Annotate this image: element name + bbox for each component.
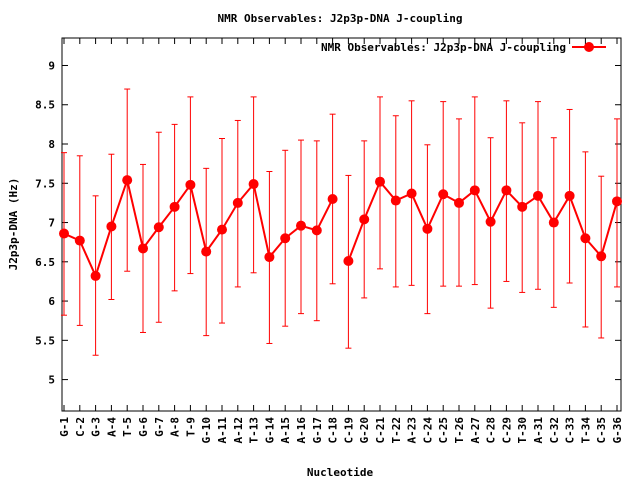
x-tick-label: A-11 bbox=[216, 417, 229, 444]
data-point bbox=[201, 246, 212, 257]
x-tick-label: A-4 bbox=[105, 417, 118, 437]
x-tick-label: C-18 bbox=[327, 417, 340, 444]
legend: NMR Observables: J2p3p-DNA J-coupling bbox=[321, 41, 606, 54]
data-point bbox=[122, 175, 133, 186]
x-tick-label: G-14 bbox=[263, 417, 276, 444]
x-tick-label: A-15 bbox=[279, 417, 292, 444]
x-tick-label: G-3 bbox=[90, 417, 103, 437]
data-point bbox=[59, 228, 69, 239]
data-point bbox=[596, 251, 607, 262]
x-tick-label: G-7 bbox=[153, 417, 166, 437]
data-point bbox=[501, 185, 512, 196]
x-tick-label: T-30 bbox=[516, 417, 529, 444]
y-tick-label: 8 bbox=[48, 138, 55, 151]
x-tick-label: C-28 bbox=[485, 417, 498, 444]
x-tick-label: C-25 bbox=[437, 417, 450, 444]
data-point bbox=[438, 189, 449, 200]
y-tick-label: 9 bbox=[48, 59, 55, 72]
data-point bbox=[74, 235, 85, 246]
x-tick-label: C-2 bbox=[74, 417, 87, 437]
error-bars bbox=[61, 88, 620, 356]
data-point bbox=[580, 233, 591, 244]
x-tick-label: A-23 bbox=[406, 417, 419, 444]
x-tick-label: T-22 bbox=[390, 417, 403, 444]
x-tick-label: G-20 bbox=[358, 417, 371, 444]
data-point bbox=[375, 176, 385, 187]
data-point bbox=[612, 196, 622, 207]
data-point bbox=[280, 233, 291, 244]
x-tick-label: G-17 bbox=[311, 417, 324, 444]
x-tick-label: G-1 bbox=[58, 417, 71, 437]
data-point bbox=[185, 179, 196, 190]
x-tick-label: C-29 bbox=[500, 417, 513, 444]
data-point bbox=[264, 252, 275, 263]
data-point bbox=[406, 188, 417, 199]
x-tick-label: T-9 bbox=[184, 417, 197, 437]
data-point bbox=[232, 197, 243, 208]
data-point bbox=[217, 224, 227, 235]
x-tick-label: C-35 bbox=[595, 417, 608, 444]
data-point bbox=[564, 190, 575, 201]
y-tick-label: 6 bbox=[48, 295, 55, 308]
y-tick-label: 7 bbox=[48, 217, 55, 230]
x-tick-label: G-36 bbox=[611, 417, 624, 444]
x-tick-label: A-16 bbox=[295, 417, 308, 444]
y-tick-label: 5 bbox=[48, 374, 55, 387]
data-point bbox=[548, 217, 559, 228]
legend-label: NMR Observables: J2p3p-DNA J-coupling bbox=[321, 41, 566, 54]
y-axis-label: J2p3p-DNA (Hz) bbox=[7, 178, 20, 271]
data-point bbox=[296, 220, 306, 231]
x-tick-label: A-8 bbox=[169, 417, 182, 437]
x-tick-label: A-31 bbox=[532, 417, 545, 444]
chart-title: NMR Observables: J2p3p-DNA J-coupling bbox=[217, 12, 462, 25]
data-point bbox=[533, 190, 543, 201]
plot-frame bbox=[61, 37, 622, 412]
x-tick-label: C-32 bbox=[548, 417, 561, 444]
x-tick-label: A-27 bbox=[469, 417, 482, 444]
x-tick-label: A-12 bbox=[232, 417, 245, 444]
y-tick-label: 6.5 bbox=[35, 256, 55, 269]
data-point bbox=[390, 195, 401, 206]
x-tick-label: T-26 bbox=[453, 417, 466, 444]
x-tick-label: C-24 bbox=[421, 417, 434, 444]
y-tick-label: 7.5 bbox=[35, 177, 55, 190]
legend-marker bbox=[584, 42, 594, 52]
x-tick-label: T-5 bbox=[121, 417, 134, 437]
data-point bbox=[485, 216, 496, 227]
x-axis-label: Nucleotide bbox=[307, 466, 374, 479]
data-point bbox=[422, 223, 433, 234]
x-tick-label: C-19 bbox=[342, 417, 355, 444]
x-tick-label: T-13 bbox=[248, 417, 261, 444]
data-point bbox=[248, 179, 259, 190]
data-point bbox=[169, 201, 180, 212]
data-point bbox=[327, 193, 338, 204]
y-tick-label: 8.5 bbox=[35, 99, 55, 112]
series-line bbox=[347, 179, 618, 262]
data-point bbox=[311, 225, 322, 236]
series-line bbox=[63, 176, 334, 279]
x-tick-label: G-10 bbox=[200, 417, 213, 444]
data-point bbox=[469, 185, 480, 196]
x-tick-label: T-34 bbox=[579, 417, 592, 444]
y-tick-label: 5.5 bbox=[35, 334, 55, 347]
data-point bbox=[359, 214, 370, 225]
y-axis: 5 5.5 6 6.5 7 7.5 8 8.5 9 bbox=[35, 59, 621, 387]
x-axis: G-1 C-2 G-3 A-4 T-5 G-6 G-7 A-8 T-9 G-10 A-11 A-12 T… bbox=[58, 38, 624, 444]
data-point bbox=[343, 256, 354, 267]
data-point bbox=[517, 201, 528, 212]
x-tick-label: G-6 bbox=[137, 417, 150, 437]
x-tick-label: C-33 bbox=[564, 417, 577, 444]
data-point bbox=[454, 197, 464, 208]
x-tick-label: C-21 bbox=[374, 417, 387, 444]
data-point bbox=[138, 243, 148, 254]
data-point bbox=[153, 222, 164, 233]
data-point bbox=[90, 270, 101, 281]
data-points bbox=[59, 175, 622, 281]
data-point bbox=[106, 221, 117, 232]
